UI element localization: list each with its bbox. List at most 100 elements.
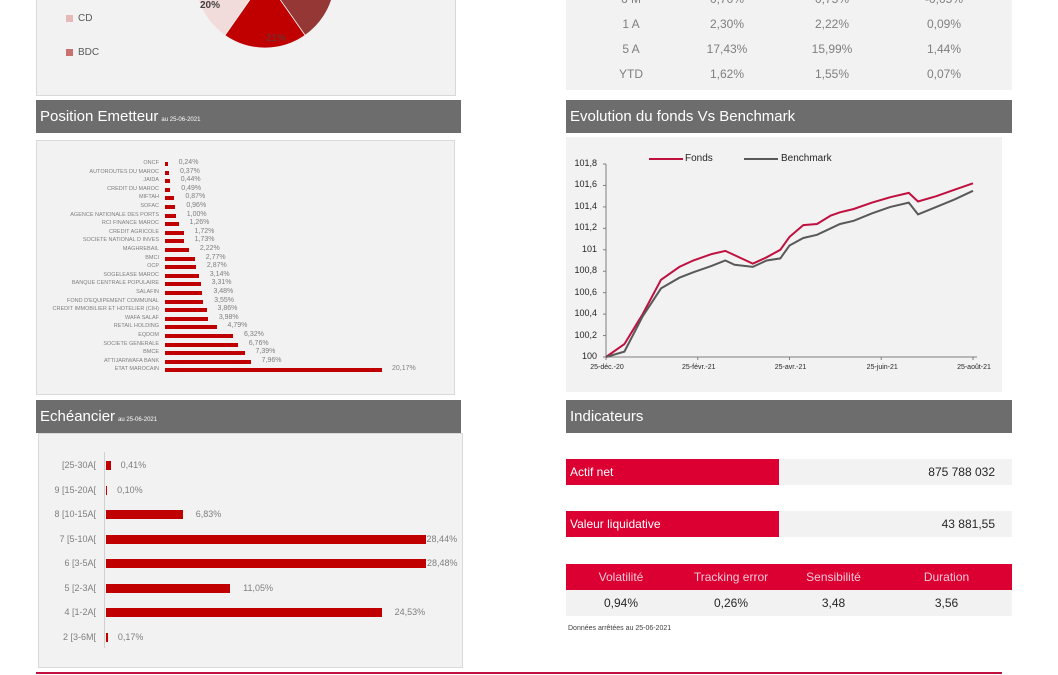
performance-cell-ecart: 1,44% — [926, 42, 962, 56]
y-tick-label: 100,8 — [574, 265, 597, 276]
performance-row: 1 A 2,30% 2,22% 0,09% — [566, 13, 1012, 37]
kpi-header-volatilite: Volatilité — [566, 564, 676, 590]
issuer-bar — [165, 273, 199, 278]
performance-cell-fonds: 17,43% — [706, 42, 748, 56]
issuer-value-label: 3,55% — [214, 296, 235, 304]
issuer-label: SOCIETE NATIONAL D INVES — [82, 237, 159, 244]
performance-cell-ecart: 0,09% — [926, 17, 962, 31]
issuer-value-label: 2,22% — [199, 245, 220, 252]
issuer-bar — [165, 265, 196, 270]
issuer-bar — [165, 239, 184, 244]
issuer-bar — [165, 351, 245, 356]
y-tick-label: 101,4 — [574, 200, 597, 211]
performance-cell-benchmark: 2,22% — [814, 17, 850, 31]
y-tick-label: 101,8 — [574, 158, 597, 168]
y-tick-label: 100 — [581, 351, 597, 361]
evolution-title: Evolution du fonds Vs Benchmark — [570, 108, 796, 125]
issuer-label: SOFAC — [140, 203, 159, 209]
issuer-label: BANQUE CENTRALE POPULAIRE — [71, 280, 159, 287]
maturity-label: 6 [3-5A[ — [64, 558, 96, 568]
y-tick-label: 100,2 — [574, 329, 597, 340]
issuer-bar — [165, 179, 170, 184]
pie-slice-other — [224, 0, 306, 49]
echeancier-chart — [38, 433, 463, 668]
issuer-label: WAFA SALAF — [124, 314, 159, 321]
issuer-value-label: 20,17% — [392, 365, 416, 373]
echeancier-header: Echéancier au 25-06-2021 — [36, 400, 461, 433]
performance-table — [566, 0, 1012, 90]
issuer-label: CREDIT IMMOBILIER ET HOTELIER (CIH) — [52, 306, 159, 313]
valeur-liquidative-label: Valeur liquidative — [566, 511, 779, 537]
maturity-label: 8 [10-15A[ — [54, 509, 96, 519]
issuer-label: CREDIT AGRICOLE — [108, 228, 159, 235]
performance-cell-ecart: -0,05% — [904, 0, 984, 6]
issuer-value-label: 0,96% — [186, 202, 207, 209]
performance-cell-fonds: 0,70% — [687, 0, 767, 6]
issuer-bar — [165, 162, 168, 166]
performance-cell-fonds: 2,30% — [709, 17, 745, 31]
evolution-chart-panel — [566, 137, 1002, 392]
issuer-label: SALAFIN — [136, 289, 159, 295]
issuer-value-label: 1,73% — [194, 236, 215, 244]
kpi-value-sensibilite: 3,48 — [786, 590, 881, 616]
maturity-label: 4 [1-2A[ — [64, 607, 96, 617]
issuer-label: MAGHREBAIL — [122, 246, 159, 252]
series-line-benchmark — [605, 189, 974, 358]
issuer-label: RCI FINANCE MAROC — [101, 220, 159, 227]
issuer-bar — [165, 325, 217, 330]
issuer-label: BMCI — [145, 254, 159, 261]
issuer-value-label: 6,76% — [248, 339, 269, 347]
kpi-header-duration: Duration — [881, 564, 1012, 590]
y-tick-label: 100,4 — [574, 308, 597, 319]
maturity-value-label: 11,05% — [243, 582, 274, 593]
echeancier-axis-line — [104, 452, 105, 648]
issuer-value-label: 3,48% — [213, 288, 234, 295]
maturity-bar — [106, 632, 108, 642]
issuer-value-label: 4,79% — [227, 322, 248, 330]
issuer-value-label: 1,00% — [186, 210, 207, 218]
pie-legend-bdc: BDC — [66, 47, 99, 58]
issuer-value-label: 1,26% — [189, 219, 210, 227]
kpi-value-tracking-error: 0,26% — [676, 590, 786, 616]
issuer-label: FOND D'EQUIPEMENT COMMUNAL — [66, 297, 159, 304]
position-emetteur-date: au 25-06-2021 — [161, 117, 201, 123]
issuer-bar — [165, 342, 238, 347]
issuer-bar — [165, 291, 203, 295]
pie-label-other: 21% — [266, 33, 287, 44]
issuer-value-label: 0,44% — [180, 176, 201, 184]
performance-cell-period: 5 A — [622, 42, 640, 56]
maturity-label: [25-30A[ — [61, 460, 96, 470]
maturity-value-label: 24,53% — [394, 607, 426, 617]
issuer-bar — [165, 256, 195, 261]
x-tick-label: 25-avr.-21 — [774, 364, 807, 371]
maturity-value-label: 28,48% — [427, 558, 458, 568]
indicateurs-footnote: Données arrêtées au 25-06-2021 — [568, 625, 672, 632]
position-emetteur-chart — [36, 140, 455, 395]
performance-cell-period: 6 M — [591, 0, 671, 6]
issuer-value-label: 7,96% — [261, 356, 282, 364]
pie-label-cd: 20% — [200, 0, 221, 11]
issuer-value-label: 6,32% — [243, 331, 264, 338]
maturity-bar — [106, 534, 426, 544]
maturity-value-label: 28,44% — [426, 533, 458, 544]
issuer-bar — [165, 213, 176, 218]
issuer-label: CREDIT DU MAROC — [107, 185, 159, 192]
maturity-bar — [106, 583, 231, 593]
y-tick-label: 101,6 — [574, 179, 597, 190]
maturity-bar — [106, 608, 382, 617]
issuer-value-label: 3,31% — [211, 279, 232, 287]
issuer-label: ETAT MAROCAIN — [114, 366, 159, 373]
issuer-label: JAIDA — [143, 177, 159, 184]
x-tick-label: 25-juin-21 — [866, 364, 898, 371]
maturity-value-label: 0,10% — [117, 484, 143, 495]
issuer-label: ONCF — [143, 160, 159, 166]
issuer-bar — [165, 334, 233, 338]
y-tick-label: 101,2 — [574, 222, 597, 233]
issuer-value-label: 3,86% — [217, 305, 238, 313]
performance-cell-benchmark: 0,75% — [792, 0, 872, 6]
maturity-label: 5 [2-3A[ — [64, 582, 96, 593]
maturity-label: 7 [5-10A[ — [59, 533, 96, 544]
issuer-value-label: 3,14% — [209, 270, 230, 278]
issuer-label: BMCE — [143, 349, 159, 356]
y-tick-label: 101 — [581, 243, 597, 254]
